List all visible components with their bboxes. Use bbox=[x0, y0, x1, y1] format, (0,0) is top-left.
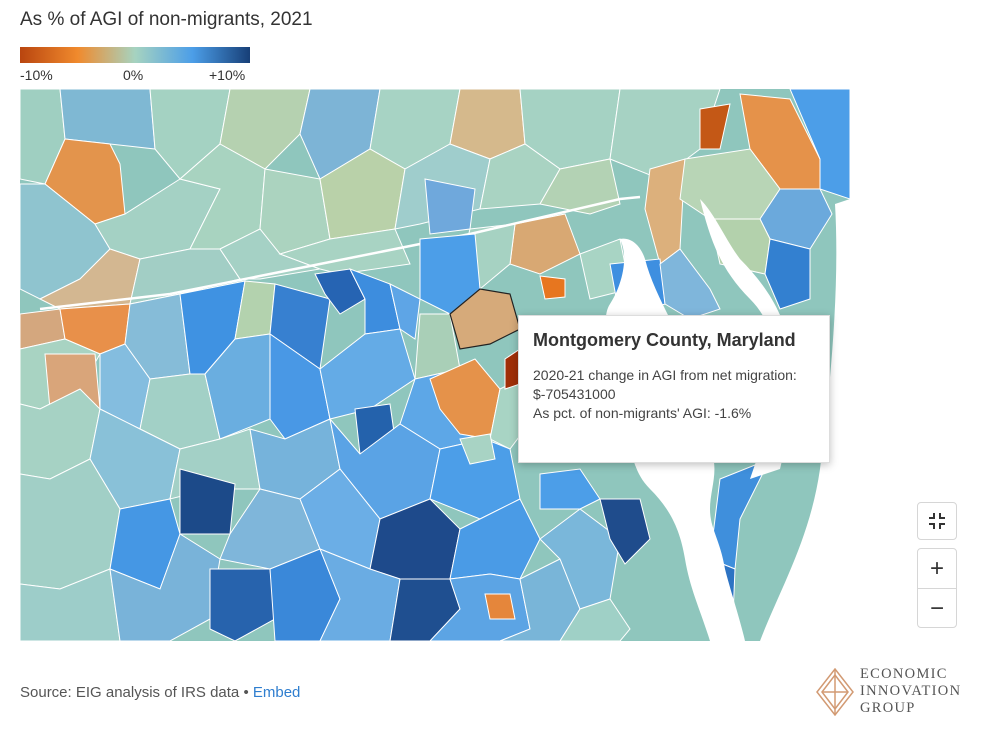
county[interactable] bbox=[259, 168, 331, 255]
source-separator: • bbox=[239, 684, 253, 701]
color-legend: -10% 0% +10% bbox=[20, 47, 250, 85]
county[interactable] bbox=[219, 89, 311, 170]
eig-diamond-icon bbox=[816, 667, 854, 716]
zoom-in-button[interactable]: + bbox=[929, 554, 944, 582]
logo-line: GROUP bbox=[860, 700, 916, 716]
county[interactable] bbox=[424, 178, 476, 235]
county[interactable] bbox=[599, 498, 651, 565]
county[interactable] bbox=[539, 275, 566, 300]
county[interactable] bbox=[319, 548, 401, 641]
county-tooltip: Montgomery County, Maryland 2020-21 chan… bbox=[518, 315, 830, 463]
eig-logo: ECONOMIC INNOVATION GROUP bbox=[816, 666, 961, 717]
county[interactable] bbox=[209, 568, 276, 641]
tooltip-title: Montgomery County, Maryland bbox=[533, 330, 796, 350]
county[interactable] bbox=[59, 89, 156, 150]
legend-tick-max: +10% bbox=[209, 67, 246, 83]
legend-gradient-bar bbox=[20, 47, 250, 63]
zoom-controls: + − bbox=[917, 548, 957, 628]
county[interactable] bbox=[764, 238, 811, 310]
tooltip-pct-change: As pct. of non-migrants' AGI: -1.6% bbox=[533, 405, 752, 421]
logo-line: ECONOMIC bbox=[860, 666, 948, 682]
county[interactable] bbox=[389, 283, 421, 340]
legend-tick-min: -10% bbox=[20, 67, 53, 83]
fullscreen-exit-icon bbox=[929, 513, 945, 529]
atlantic-ocean bbox=[760, 199, 850, 641]
legend-ticks: -10% 0% +10% bbox=[20, 67, 250, 85]
legend-tick-zero: 0% bbox=[123, 67, 144, 83]
embed-link[interactable]: Embed bbox=[252, 684, 301, 701]
logo-line: INNOVATION bbox=[860, 683, 962, 699]
county[interactable] bbox=[699, 103, 731, 150]
county[interactable] bbox=[539, 158, 621, 215]
zoom-out-button[interactable]: − bbox=[918, 588, 956, 628]
tooltip-agi-change: 2020-21 change in AGI from net migration… bbox=[533, 367, 797, 402]
county[interactable] bbox=[559, 598, 631, 641]
county[interactable] bbox=[484, 593, 516, 620]
county[interactable] bbox=[659, 248, 721, 320]
eig-logo-text: ECONOMIC INNOVATION GROUP bbox=[860, 666, 961, 717]
state-border bbox=[39, 195, 641, 311]
source-text: Source: EIG analysis of IRS data bbox=[20, 684, 240, 701]
chart-title: As % of AGI of non-migrants, 2021 bbox=[20, 9, 313, 30]
county[interactable] bbox=[314, 268, 366, 315]
county[interactable] bbox=[539, 468, 601, 510]
county[interactable] bbox=[789, 89, 850, 200]
fullscreen-button[interactable] bbox=[917, 502, 957, 540]
source-note: Source: EIG analysis of IRS data • Embed bbox=[20, 684, 300, 701]
county[interactable] bbox=[459, 433, 496, 465]
